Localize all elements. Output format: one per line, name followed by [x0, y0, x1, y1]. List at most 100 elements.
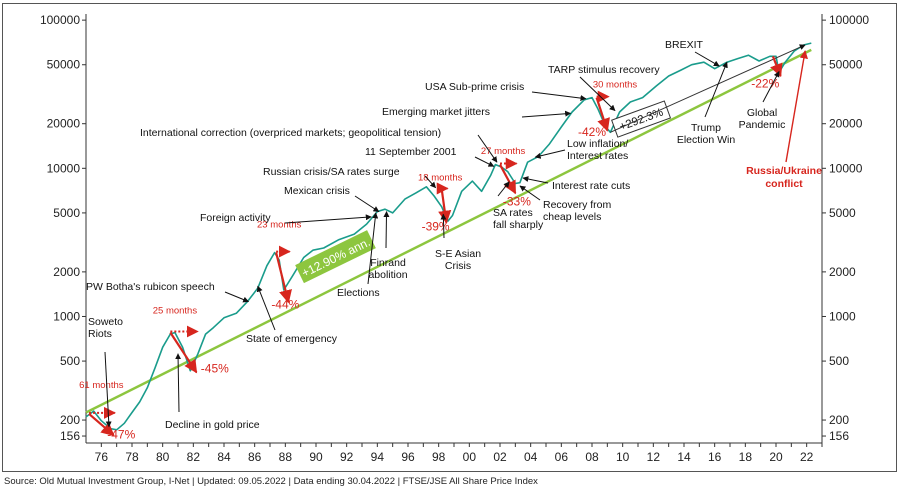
event-arrow	[284, 214, 372, 224]
growth-arrow	[610, 44, 806, 133]
event-label: 11 September 2001	[365, 146, 457, 158]
event-label: Global	[747, 107, 777, 119]
event-label: Pandemic	[739, 119, 786, 131]
drawdown-arrow	[88, 413, 115, 437]
event-label: Interest rates	[567, 150, 628, 162]
source-footnote: Source: Old Mutual Investment Group, I-N…	[4, 476, 538, 487]
x-tick-label: 12	[647, 450, 661, 464]
event-label: Low inflation/	[567, 138, 628, 150]
event-label: Emerging market jitters	[382, 106, 490, 118]
x-tick-label: 92	[340, 450, 354, 464]
x-tick-label: 78	[125, 450, 139, 464]
drawdown-duration-label: 25 months	[153, 305, 198, 316]
drawdown-percent-label: -44%	[271, 298, 299, 312]
event-label: Recovery from	[543, 199, 612, 211]
drawdown-duration-label: 27 months	[481, 146, 526, 157]
event-arrow-highlight	[785, 50, 808, 163]
event-label: SA rates	[493, 207, 533, 219]
y-tick-label-left: 20000	[47, 117, 81, 131]
event-arrow	[497, 181, 510, 197]
y-tick-label-left: 1000	[53, 309, 80, 323]
event-label: Election Win	[677, 134, 736, 146]
event-arrow	[104, 351, 112, 428]
event-label: TARP stimulus recovery	[548, 64, 660, 76]
drawdown-arrow	[169, 331, 198, 374]
y-tick-label-right: 200	[829, 413, 849, 427]
event-arrow	[579, 76, 616, 112]
y-tick-label-left: 50000	[47, 58, 81, 72]
y-tick-label-right: 5000	[829, 206, 856, 220]
event-label: Finrand	[370, 257, 406, 269]
event-label: Soweto	[88, 316, 123, 328]
event-label: Decline in gold price	[165, 419, 260, 431]
event-label: abolition	[368, 269, 407, 281]
figure-border	[2, 3, 897, 472]
y-tick-label-right: 100000	[829, 13, 869, 27]
x-tick-label: 16	[708, 450, 722, 464]
event-label: Trump	[691, 122, 721, 134]
y-tick-label-right: 10000	[829, 161, 863, 175]
event-arrow	[440, 213, 447, 239]
event-label: Crisis	[445, 260, 471, 272]
event-arrow	[534, 149, 566, 159]
event-label: BREXIT	[665, 39, 704, 51]
y-tick-label-left: 500	[60, 354, 80, 368]
x-tick-label: 18	[739, 450, 753, 464]
y-tick-label-right: 50000	[829, 58, 863, 72]
x-tick-label: 86	[248, 450, 262, 464]
x-tick-label: 22	[800, 450, 814, 464]
event-arrow	[474, 156, 495, 167]
x-tick-label: 88	[279, 450, 293, 464]
event-arrow	[354, 195, 380, 213]
drawdown-percent-label: -45%	[201, 361, 229, 375]
x-tick-label: 14	[677, 450, 691, 464]
event-label: cheap levels	[543, 211, 601, 223]
event-arrow	[531, 91, 587, 102]
trend-label-background	[295, 230, 376, 284]
event-label: International correction (overpriced mar…	[140, 127, 441, 139]
x-tick-label: 20	[769, 450, 783, 464]
event-arrow	[367, 212, 379, 285]
trend-label-box: +12.90% ann.	[295, 230, 376, 284]
drawdown-percent-label: -33%	[503, 195, 531, 209]
y-tick-label-left: 156	[60, 429, 80, 443]
event-label: Riots	[88, 328, 112, 340]
event-label-highlight: Russia/Ukraine	[746, 165, 822, 177]
event-label: PW Botha's rubicon speech	[86, 281, 215, 293]
event-arrow	[424, 175, 437, 189]
event-label: Elections	[337, 287, 380, 299]
drawdown-arrow	[438, 189, 452, 224]
x-tick-label: 76	[95, 450, 109, 464]
x-tick-label: 98	[432, 450, 446, 464]
y-tick-label-left: 2000	[53, 265, 80, 279]
x-tick-label: 96	[401, 450, 415, 464]
y-tick-label-right: 20000	[829, 117, 863, 131]
event-arrow	[175, 353, 182, 413]
x-tick-label: 82	[187, 450, 201, 464]
event-arrow	[762, 70, 780, 103]
drawdown-percent-label: -42%	[578, 125, 606, 139]
y-tick-label-left: 10000	[47, 161, 81, 175]
y-tick-label-left: 200	[60, 413, 80, 427]
x-tick-label: 08	[585, 450, 599, 464]
drawdown-duration-label: 30 months	[593, 80, 638, 91]
event-label: Foreign activity	[200, 212, 271, 224]
x-tick-label: 94	[371, 450, 385, 464]
event-arrow	[383, 211, 390, 249]
event-arrow	[519, 185, 541, 201]
event-label: State of emergency	[246, 333, 338, 345]
event-label: fall sharply	[493, 219, 544, 231]
x-tick-label: 80	[156, 450, 170, 464]
y-tick-label-right: 156	[829, 429, 849, 443]
x-tick-label: 10	[616, 450, 630, 464]
drawdown-arrow	[595, 97, 610, 132]
event-arrow	[694, 51, 720, 67]
drawdown-duration-label: 61 months	[79, 380, 124, 391]
event-label: S-E Asian	[435, 248, 481, 260]
drawdown-percent-label: -22%	[751, 77, 779, 91]
x-tick-label: 84	[217, 450, 231, 464]
event-arrow	[522, 176, 549, 184]
x-tick-label: 90	[309, 450, 323, 464]
x-tick-label: 04	[524, 450, 538, 464]
